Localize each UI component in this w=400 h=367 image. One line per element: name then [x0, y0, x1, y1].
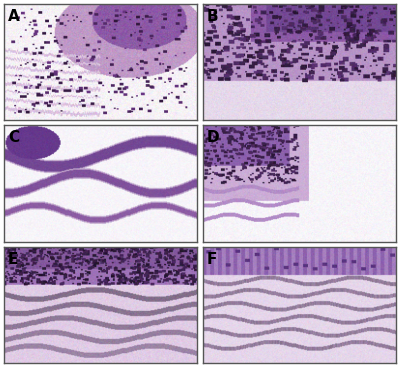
Text: E: E: [8, 252, 18, 267]
Text: B: B: [207, 9, 218, 24]
Text: F: F: [207, 252, 217, 267]
Text: D: D: [207, 130, 219, 145]
Text: A: A: [8, 9, 20, 24]
Text: C: C: [8, 130, 19, 145]
